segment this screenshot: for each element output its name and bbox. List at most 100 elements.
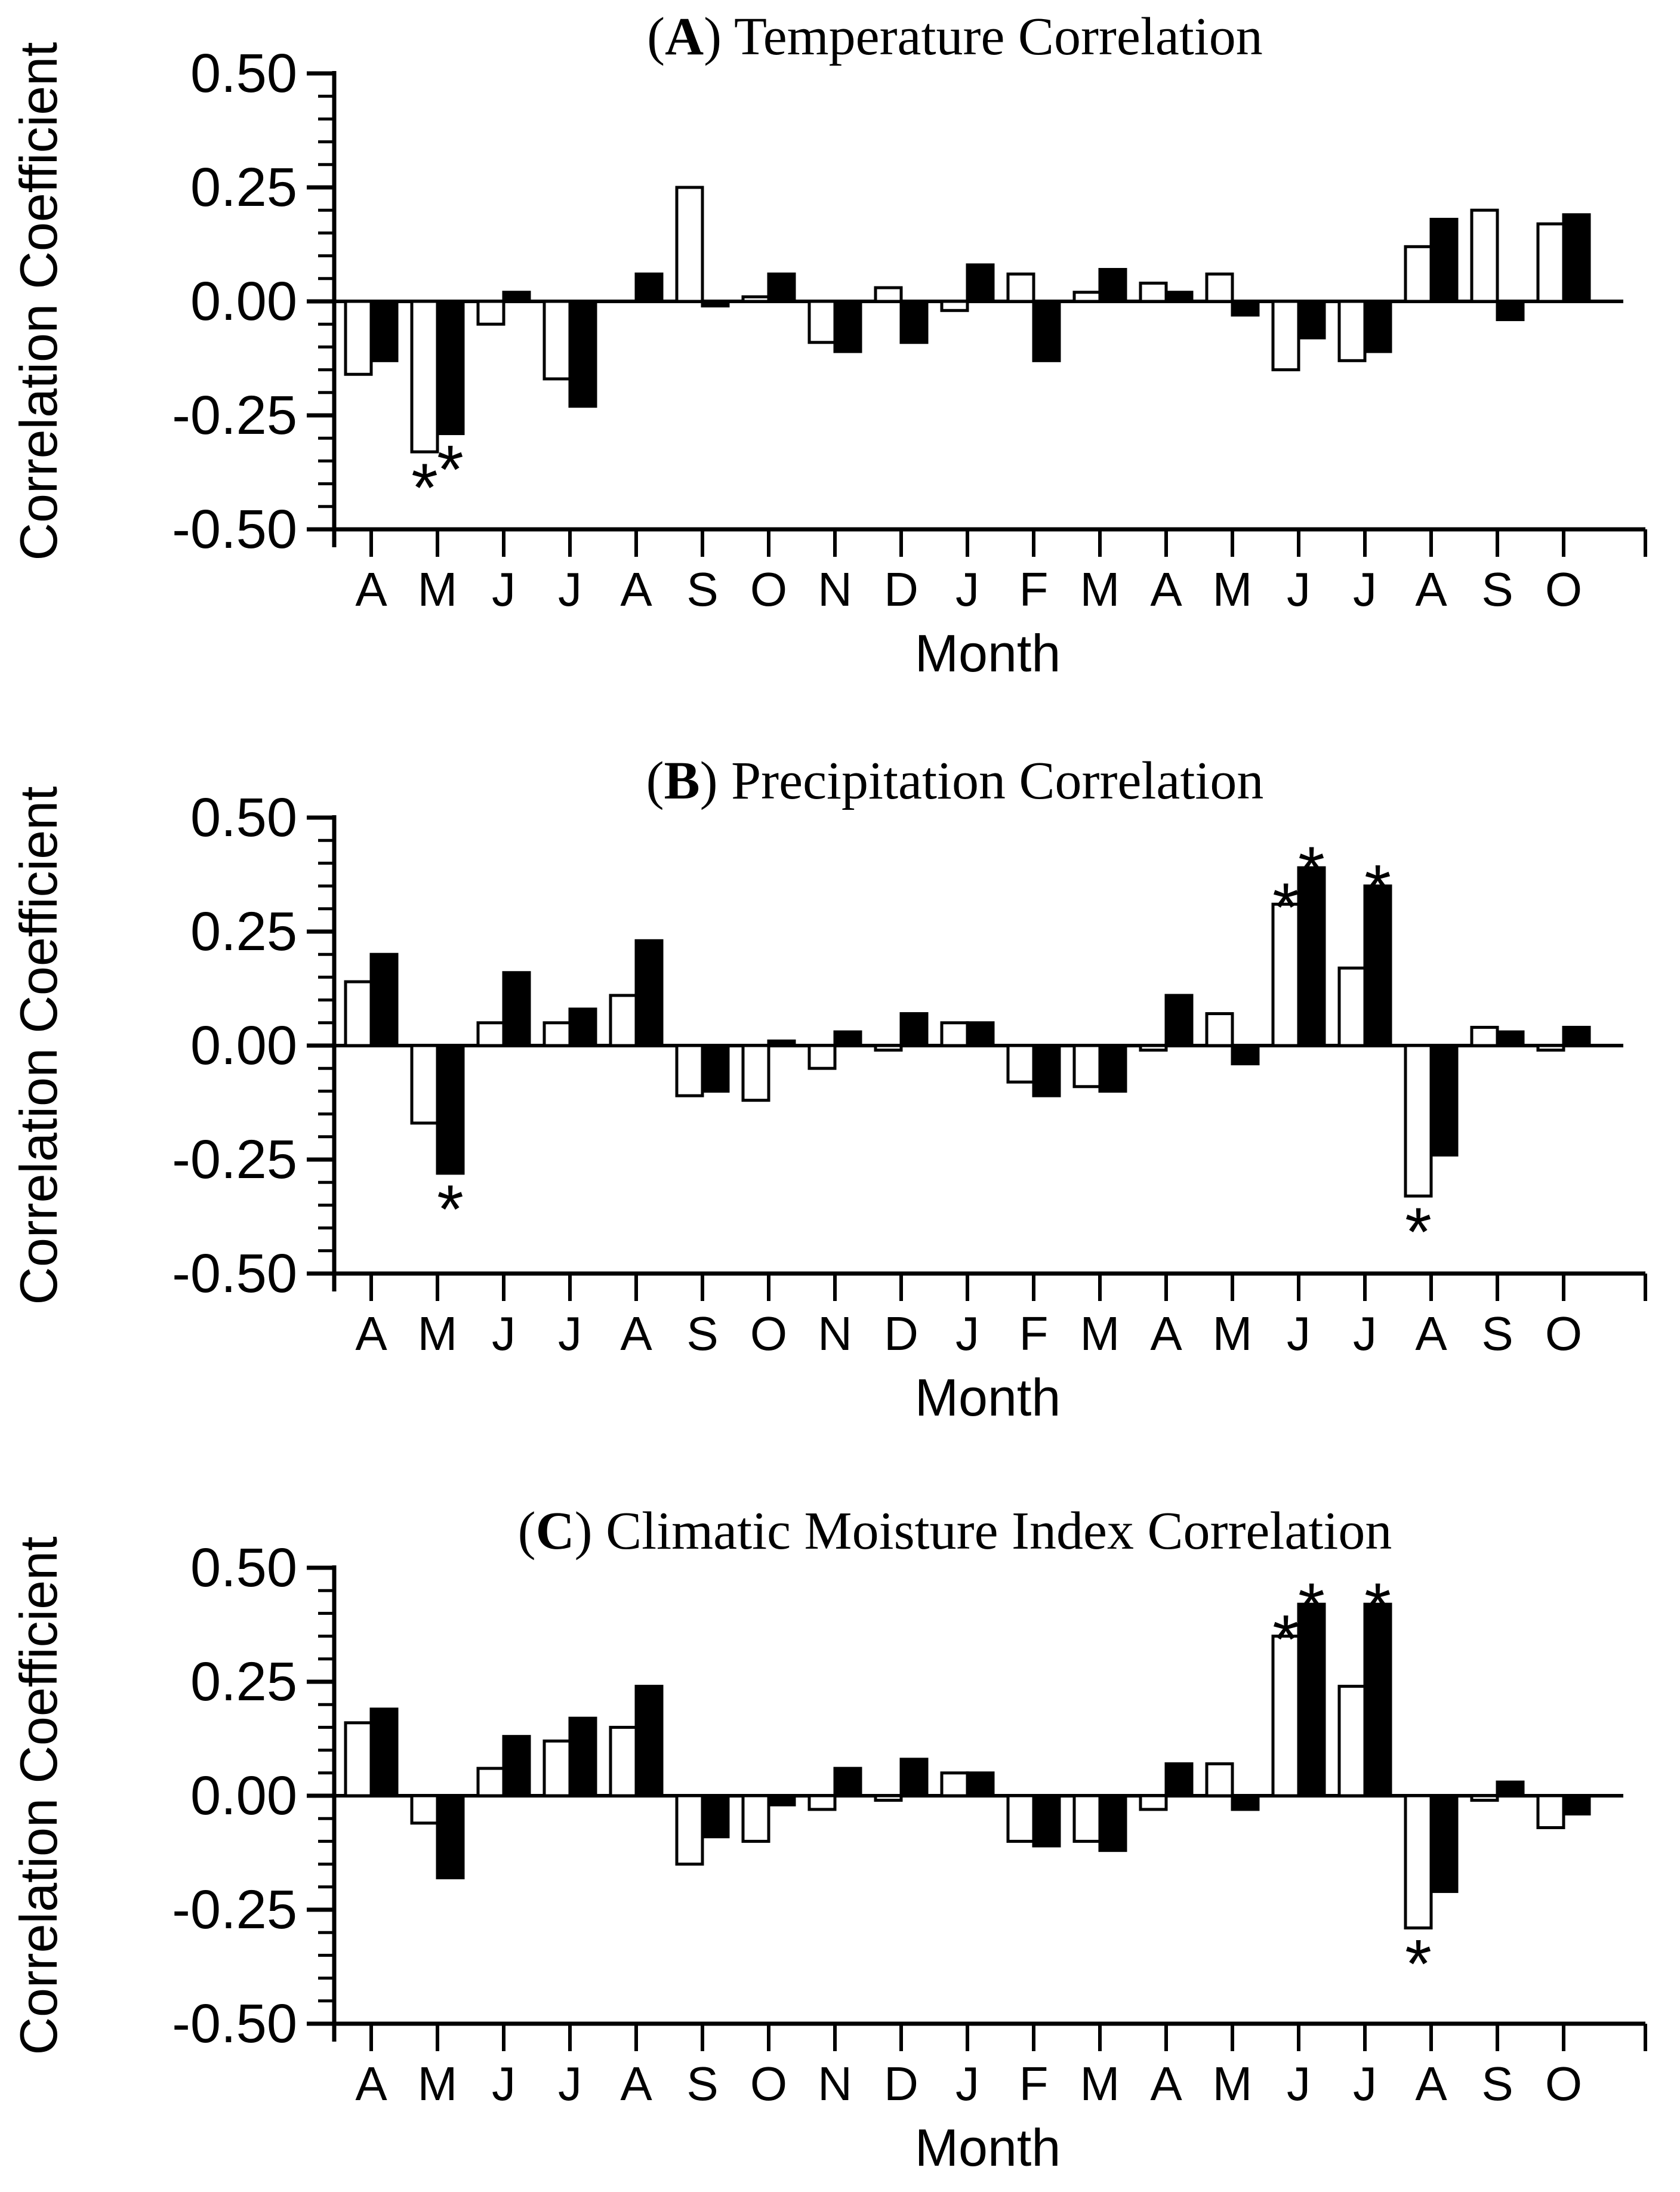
bar-filled-B-13-M (1231, 1044, 1260, 1066)
bar-open-A-6-O (741, 295, 770, 303)
x-month-label: A (1415, 563, 1447, 616)
bars-open-B (344, 902, 1565, 1198)
x-month-label: M (418, 1307, 458, 1360)
bars-open-C (344, 1635, 1565, 1930)
bars-open-A (344, 186, 1565, 454)
x-month-label: M (418, 2057, 458, 2110)
bar-filled-B-5-S (701, 1044, 730, 1093)
y-tick-label: 0.50 (190, 1537, 297, 1598)
bar-filled-B-15-J (1363, 884, 1392, 1047)
y-tick-label: 0.25 (190, 901, 297, 962)
panel-title-C: (C) Climatic Moisture Index Correlation (518, 1502, 1392, 1561)
bar-filled-C-2-J (502, 1735, 531, 1798)
bar-open-C-18-O (1536, 1794, 1565, 1829)
y-tick-label: 0.00 (190, 271, 297, 332)
bar-open-C-17-S (1470, 1794, 1499, 1802)
bar-filled-A-0-A (369, 300, 399, 362)
bar-open-B-16-A (1404, 1044, 1433, 1198)
bar-filled-A-9-J (966, 263, 995, 303)
panel-A: (A) Temperature Correlation 0.50 0.25 0.00 -… (9, 7, 1647, 683)
x-month-label: J (1353, 2057, 1377, 2110)
bar-filled-A-14-J (1297, 300, 1326, 340)
bar-open-A-13-M (1205, 272, 1234, 303)
y-axis-title: Correlation Coefficient (9, 42, 68, 560)
significance-star: * (1405, 1926, 1432, 2003)
bar-open-C-8-D (874, 1794, 903, 1802)
x-month-label: A (355, 1307, 387, 1360)
x-axis-title: Month (915, 2118, 1061, 2177)
bar-open-C-1-M (410, 1794, 439, 1825)
x-month-label: J (1287, 1307, 1311, 1360)
bar-filled-B-2-J (502, 971, 531, 1047)
bar-open-C-6-O (741, 1794, 770, 1843)
bar-filled-C-8-D (899, 1758, 929, 1798)
x-month-label: M (1080, 563, 1120, 616)
bar-open-A-0-A (344, 300, 373, 376)
x-month-label: J (955, 563, 979, 616)
bar-filled-C-15-J (1363, 1602, 1392, 1798)
bar-filled-C-18-O (1562, 1794, 1591, 1816)
bar-filled-B-11-M (1098, 1044, 1127, 1093)
significance-star: * (1364, 1570, 1391, 1646)
significance-star: * (1272, 870, 1299, 946)
bar-filled-B-17-S (1496, 1030, 1525, 1047)
x-month-label: S (1481, 2057, 1513, 2110)
x-month-label: A (620, 563, 652, 616)
bar-filled-B-4-A (634, 939, 664, 1047)
bar-open-C-9-J (940, 1771, 969, 1798)
bar-filled-B-1-M (436, 1044, 465, 1175)
y-tick-label: -0.50 (172, 1993, 297, 2054)
bar-open-B-11-M (1072, 1044, 1102, 1089)
bar-filled-C-14-J (1297, 1602, 1326, 1798)
bar-open-B-15-J (1337, 966, 1367, 1047)
bar-filled-A-11-M (1098, 268, 1127, 303)
bar-filled-C-17-S (1496, 1780, 1525, 1798)
bar-open-B-17-S (1470, 1025, 1499, 1047)
bar-filled-C-6-O (767, 1794, 796, 1806)
significance-star: * (1298, 1570, 1325, 1646)
x-month-label: D (884, 1307, 918, 1360)
bar-open-B-13-M (1205, 1012, 1234, 1047)
x-month-label: A (1150, 2057, 1182, 2110)
bar-open-C-10-F (1006, 1794, 1035, 1843)
bar-open-A-3-J (542, 300, 572, 381)
bar-filled-A-17-S (1496, 300, 1525, 322)
x-month-label: A (620, 1307, 652, 1360)
bar-filled-B-18-O (1562, 1025, 1591, 1047)
bar-filled-B-16-A (1429, 1044, 1459, 1157)
bar-open-A-8-D (874, 286, 903, 303)
bar-open-C-11-M (1072, 1794, 1102, 1843)
bar-open-C-12-A (1139, 1794, 1168, 1811)
x-month-label: J (558, 2057, 582, 2110)
y-tick-label: 0.25 (190, 1651, 297, 1712)
y-tick-label: -0.50 (172, 1243, 297, 1304)
panel-title-A: (A) Temperature Correlation (647, 7, 1263, 66)
bar-filled-A-18-O (1562, 213, 1591, 303)
bar-filled-C-12-A (1164, 1762, 1194, 1798)
x-month-label: A (1150, 1307, 1182, 1360)
bar-open-B-14-J (1271, 902, 1300, 1047)
x-month-label: M (1213, 1307, 1253, 1360)
bar-open-A-15-J (1337, 300, 1367, 362)
bar-filled-B-12-A (1164, 994, 1194, 1047)
bar-open-B-8-D (874, 1044, 903, 1052)
bar-open-A-18-O (1536, 222, 1565, 303)
bar-open-A-5-S (675, 186, 704, 303)
bar-filled-C-1-M (436, 1794, 465, 1880)
bar-open-A-1-M (410, 300, 439, 454)
bar-filled-A-7-N (833, 300, 862, 353)
x-month-label: J (1287, 563, 1311, 616)
x-month-label: J (955, 2057, 979, 2110)
y-tick-label: -0.50 (172, 499, 297, 560)
bar-open-B-0-A (344, 980, 373, 1047)
x-month-label: S (686, 2057, 718, 2110)
bar-open-A-9-J (940, 300, 969, 312)
bar-filled-C-5-S (701, 1794, 730, 1839)
y-axis-B: 0.50 0.25 0.00 -0.25 -0.50 (172, 787, 334, 1304)
bar-filled-A-4-A (634, 272, 664, 303)
bar-filled-A-1-M (436, 300, 465, 436)
bar-filled-C-4-A (634, 1685, 664, 1798)
